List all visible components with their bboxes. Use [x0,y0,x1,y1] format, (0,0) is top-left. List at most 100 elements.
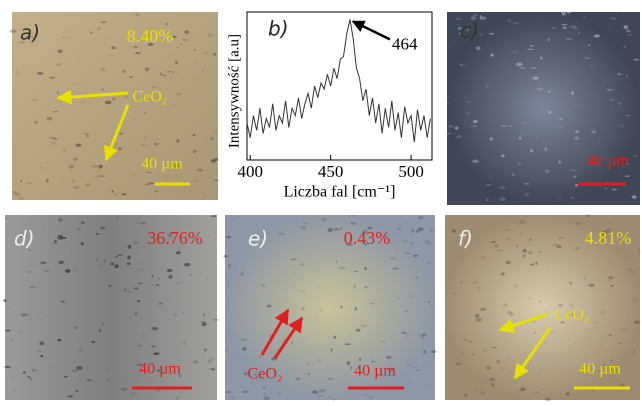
speck [131,118,136,119]
speck [207,276,208,277]
speck [491,241,496,243]
speck [633,155,638,157]
speck [561,24,568,26]
speck [193,180,198,183]
speck [170,77,177,79]
speck [356,329,361,332]
scale-label: 40 µm [139,361,181,378]
speck [425,243,432,244]
speck [622,328,627,329]
speck [278,233,285,236]
speck [299,290,305,292]
speck [495,244,498,247]
speck [455,374,458,375]
speck [457,24,458,25]
speck [416,230,420,232]
speck [480,16,487,20]
speck [625,66,628,67]
speck [50,142,56,145]
speck [473,15,478,16]
speck [557,197,563,199]
speck [542,174,547,175]
speck [91,341,95,343]
speck [504,229,510,231]
speck [567,12,571,14]
speck [537,87,544,90]
speck [339,356,346,359]
speck [18,197,24,200]
speck [234,358,236,360]
speck [605,79,606,82]
speck [225,391,231,393]
speck [588,45,591,46]
speck [350,333,352,335]
speck [141,334,146,337]
speck [145,67,150,71]
speck [140,182,142,183]
speck [426,262,432,263]
speck [552,27,555,29]
speck [135,13,140,16]
speck [225,236,231,239]
speck [241,265,246,268]
speck [5,330,11,332]
speck [424,240,429,242]
speck [34,121,38,124]
speck [202,69,204,73]
speck [629,194,634,197]
speck [300,338,307,339]
speck [128,245,132,249]
speck [529,298,532,299]
speck [520,388,525,392]
speck [237,284,240,286]
speck [619,102,621,104]
speck [182,39,188,40]
speck [520,67,525,69]
speck [615,13,618,16]
speck [205,278,209,280]
speck [194,49,196,51]
speck [419,332,420,335]
speck [509,126,512,127]
speck [584,58,590,59]
speck [478,289,480,290]
speck [591,130,596,133]
speck [624,254,626,257]
speck [596,321,597,322]
speck [512,173,514,176]
speck [105,100,112,104]
speck [30,258,33,262]
speck [327,378,333,380]
speck [608,334,612,336]
speck [554,233,559,237]
speck [522,249,526,253]
speck [320,309,323,312]
speck [545,398,551,402]
speck [535,52,540,53]
speck [452,229,456,233]
speck [598,142,599,144]
speck [627,326,628,328]
speck [10,339,16,342]
speck [334,228,340,230]
speck [534,391,540,393]
speck [527,49,534,51]
speck [483,82,489,84]
speck [30,286,36,288]
speck [501,366,506,369]
speck [194,62,195,64]
speck [14,191,16,194]
speck [32,99,37,101]
speck [565,88,566,89]
speck [193,150,197,153]
speck [193,361,199,364]
speck [112,98,115,101]
speck [176,283,182,284]
speck [593,323,594,326]
speck [547,90,551,92]
speck [507,356,511,360]
speck [540,56,543,60]
speck [200,321,205,322]
speck [344,343,351,345]
speck [406,364,412,365]
